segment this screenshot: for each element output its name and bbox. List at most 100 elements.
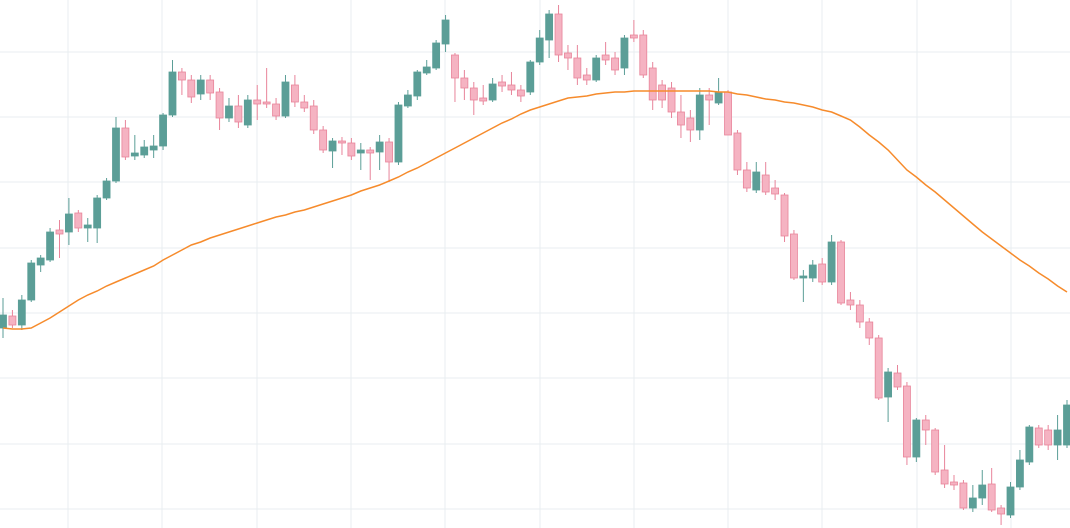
- candle-body: [441, 19, 450, 45]
- candle-body: [149, 145, 158, 151]
- candle-body: [366, 149, 375, 154]
- candle-body: [36, 257, 45, 266]
- candle-body: [686, 117, 695, 131]
- candle-body: [516, 89, 525, 97]
- candle-body: [950, 481, 958, 486]
- candle-body: [356, 149, 365, 154]
- candle-body: [178, 71, 186, 81]
- candle-body: [422, 66, 431, 74]
- candle-body: [121, 127, 130, 158]
- candle-body: [130, 152, 139, 157]
- candle-body: [799, 275, 808, 279]
- candle-body: [573, 57, 582, 79]
- candle-body: [234, 105, 243, 123]
- candle-body: [469, 87, 478, 101]
- candle-body: [215, 91, 224, 119]
- candle-body: [620, 37, 629, 69]
- candle-body: [1025, 426, 1034, 463]
- candle-body: [601, 54, 610, 61]
- candle-body: [667, 87, 676, 113]
- candle-body: [837, 241, 845, 304]
- candle-body: [225, 105, 233, 119]
- candle-body: [243, 99, 252, 126]
- candle-body: [545, 13, 554, 41]
- candle-body: [771, 187, 780, 195]
- candle-body: [159, 114, 167, 147]
- candle-body: [17, 299, 26, 326]
- candle-body: [997, 507, 1005, 515]
- candle-body: [1034, 427, 1043, 446]
- candle-body: [507, 84, 516, 91]
- moving-average-line: [2, 90, 1068, 330]
- candle-body: [74, 212, 83, 229]
- candle-body: [1063, 404, 1070, 446]
- vertical-grid: [67, 0, 1012, 528]
- candle-body: [253, 99, 262, 105]
- candle-body: [498, 81, 506, 87]
- candle-body: [140, 146, 149, 156]
- candle-body: [582, 74, 591, 81]
- candle-body: [554, 13, 563, 56]
- candle-body: [187, 79, 196, 98]
- candle-body: [987, 483, 996, 511]
- candle-body: [102, 180, 111, 199]
- candle-body: [827, 241, 836, 283]
- candle-body: [611, 57, 619, 71]
- candle-body: [488, 83, 497, 101]
- candle-body: [319, 129, 328, 151]
- candle-body: [65, 213, 73, 233]
- candle-body: [83, 224, 92, 229]
- candle-body: [733, 132, 742, 171]
- candle-body: [300, 101, 309, 109]
- candle-body: [724, 91, 732, 136]
- candle-body: [874, 337, 883, 399]
- candle-body: [93, 197, 102, 229]
- candle-body: [592, 57, 601, 81]
- candle-body: [705, 94, 714, 101]
- candle-body: [564, 52, 572, 59]
- candle-body: [761, 174, 770, 193]
- candle-body: [413, 71, 422, 97]
- candle-body: [338, 140, 346, 144]
- candle-body: [46, 231, 54, 261]
- candle-body: [394, 104, 403, 163]
- candle-body: [1053, 429, 1062, 446]
- candle-body: [893, 372, 902, 388]
- candle-body: [968, 497, 977, 509]
- candle-body: [1006, 486, 1015, 516]
- candle-body: [931, 429, 940, 473]
- candle-body: [1044, 429, 1053, 446]
- candle-body: [1016, 459, 1024, 488]
- candle-body: [658, 84, 667, 101]
- candle-body: [526, 61, 535, 93]
- candle-body: [639, 34, 648, 76]
- candle-body: [112, 127, 120, 182]
- candle-body: [921, 419, 930, 431]
- candle-body: [385, 141, 393, 163]
- candle-body: [912, 419, 921, 458]
- candle-body: [752, 171, 761, 191]
- candle-body: [677, 111, 685, 126]
- candle-body: [262, 101, 271, 105]
- candle-body: [451, 54, 459, 79]
- candle-body: [629, 34, 638, 39]
- candle-body: [846, 299, 855, 306]
- candle-body: [281, 81, 290, 117]
- candle-body: [780, 194, 789, 237]
- candle-body: [0, 314, 7, 329]
- candle-body: [865, 321, 874, 339]
- candle-body: [290, 84, 299, 103]
- candle-body: [535, 37, 544, 63]
- candle-body: [8, 315, 17, 326]
- candle-body: [328, 140, 337, 152]
- candle-body: [375, 141, 384, 153]
- candle-body: [206, 79, 215, 94]
- candle-body: [818, 263, 827, 283]
- candle-body: [432, 42, 441, 69]
- candle-body: [460, 77, 469, 89]
- candle-body: [27, 262, 36, 301]
- candle-body: [347, 142, 356, 157]
- candle-body: [272, 103, 280, 117]
